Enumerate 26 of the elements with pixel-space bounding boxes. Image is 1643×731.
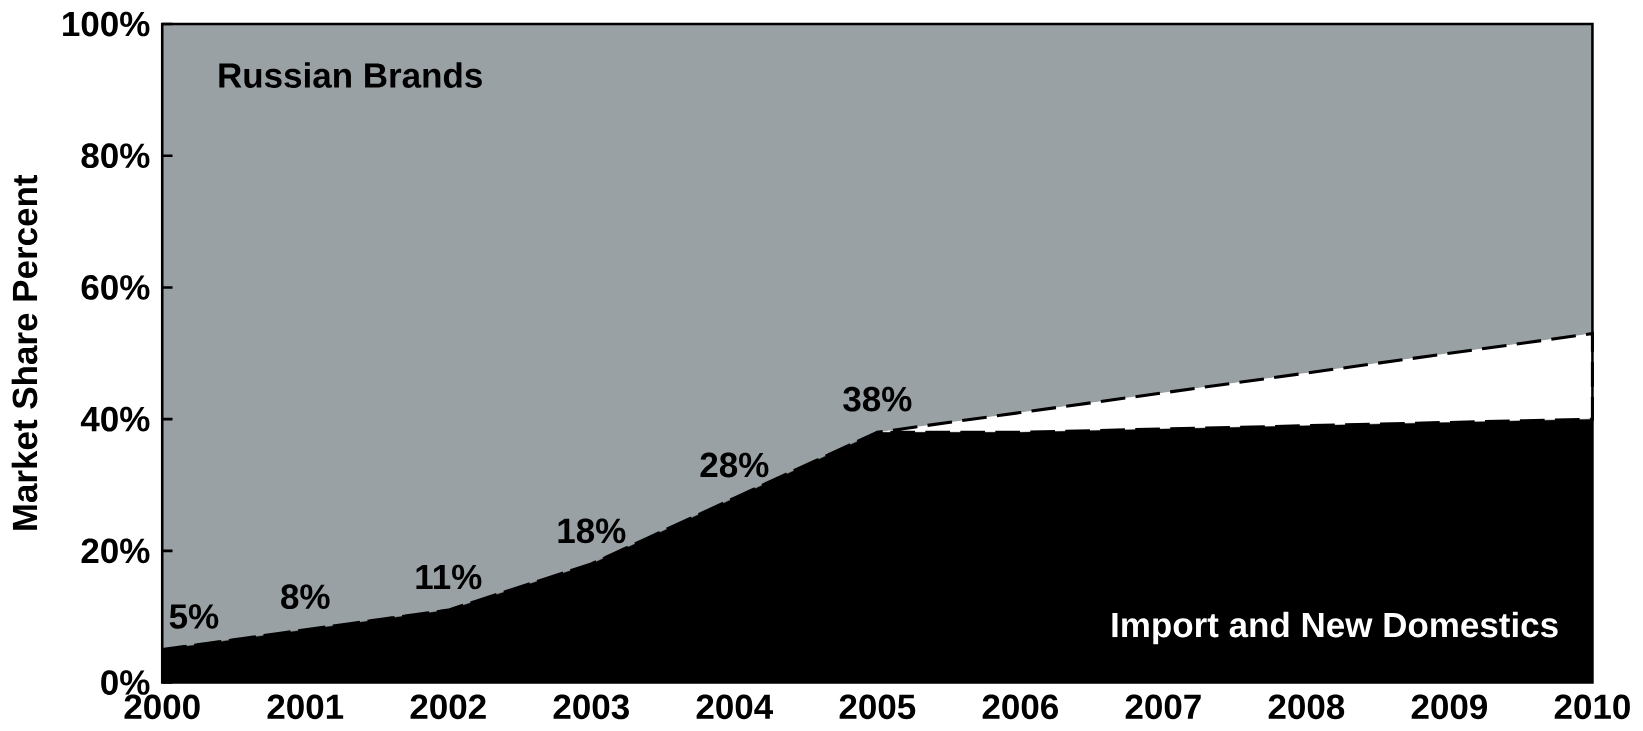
x-tick-label: 2004: [696, 694, 774, 720]
x-tick-label: 2003: [553, 694, 629, 720]
x-tick-label: 2000: [124, 694, 200, 720]
x-tick-label: 2009: [1411, 694, 1487, 720]
y-axis-title: Market Share Percent: [11, 174, 38, 530]
y-tick-label: 0%: [101, 670, 150, 695]
y-tick-label: 100%: [63, 11, 150, 37]
y-tick-label: 40%: [80, 406, 150, 432]
x-tick-label: 2002: [410, 694, 486, 720]
data-label: 38%: [843, 386, 912, 412]
data-label: 11%: [416, 564, 482, 590]
x-tick-label: 2005: [839, 694, 916, 720]
x-tick-label: 2010: [1554, 694, 1630, 720]
x-tick-label: 2006: [982, 694, 1058, 720]
x-tick-label: 2001: [267, 694, 344, 720]
y-tick-label: 60%: [81, 275, 150, 300]
data-label: 5%: [169, 604, 219, 629]
series-label: Russian Brands: [219, 62, 482, 88]
data-label: 8%: [281, 584, 330, 610]
x-tick-label: 2008: [1268, 694, 1345, 720]
data-label: 18%: [558, 518, 626, 544]
series-label: Import and New Domestics: [1112, 611, 1558, 645]
data-label: 28%: [700, 452, 769, 478]
y-tick-label: 80%: [81, 143, 150, 169]
y-tick-label: 20%: [81, 538, 150, 564]
x-tick-label: 2007: [1125, 694, 1201, 720]
